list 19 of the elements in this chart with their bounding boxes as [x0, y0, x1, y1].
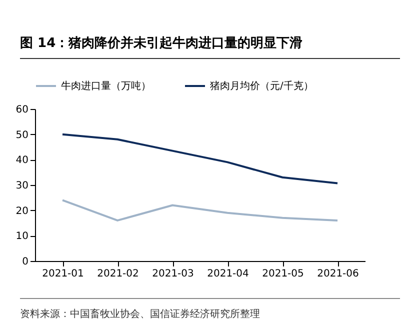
line-series [62, 133, 338, 184]
legend-label: 猪肉月均价（元/千克） [210, 80, 314, 92]
chart-title: 图 14：猪肉降价并未引起牛肉进口量的明显下滑 [20, 34, 400, 59]
text: 资料来源：中国畜牧业协会、国信证券经济研究所整理 [20, 298, 400, 321]
y-tick-label: 30 [16, 180, 28, 192]
y-tick-label: 20 [16, 206, 28, 217]
y-tick-label: 10 [16, 231, 28, 242]
legend-label: 牛肉进口量（万吨） [61, 80, 151, 92]
x-tick-label: 2021-06 [317, 268, 359, 280]
line-series [62, 199, 338, 222]
x-tick-label: 2021-04 [207, 268, 249, 280]
x-tick-label: 2021-03 [152, 268, 194, 280]
y-tick-label: 0 [22, 256, 28, 268]
y-tick-label: 60 [16, 104, 28, 116]
y-tick-label: 50 [16, 130, 28, 141]
x-tick-label: 2021-05 [262, 268, 304, 280]
y-tick-label: 40 [16, 155, 28, 166]
x-tick-label: 2021-02 [97, 268, 139, 280]
x-tick-label: 2021-01 [42, 268, 84, 280]
